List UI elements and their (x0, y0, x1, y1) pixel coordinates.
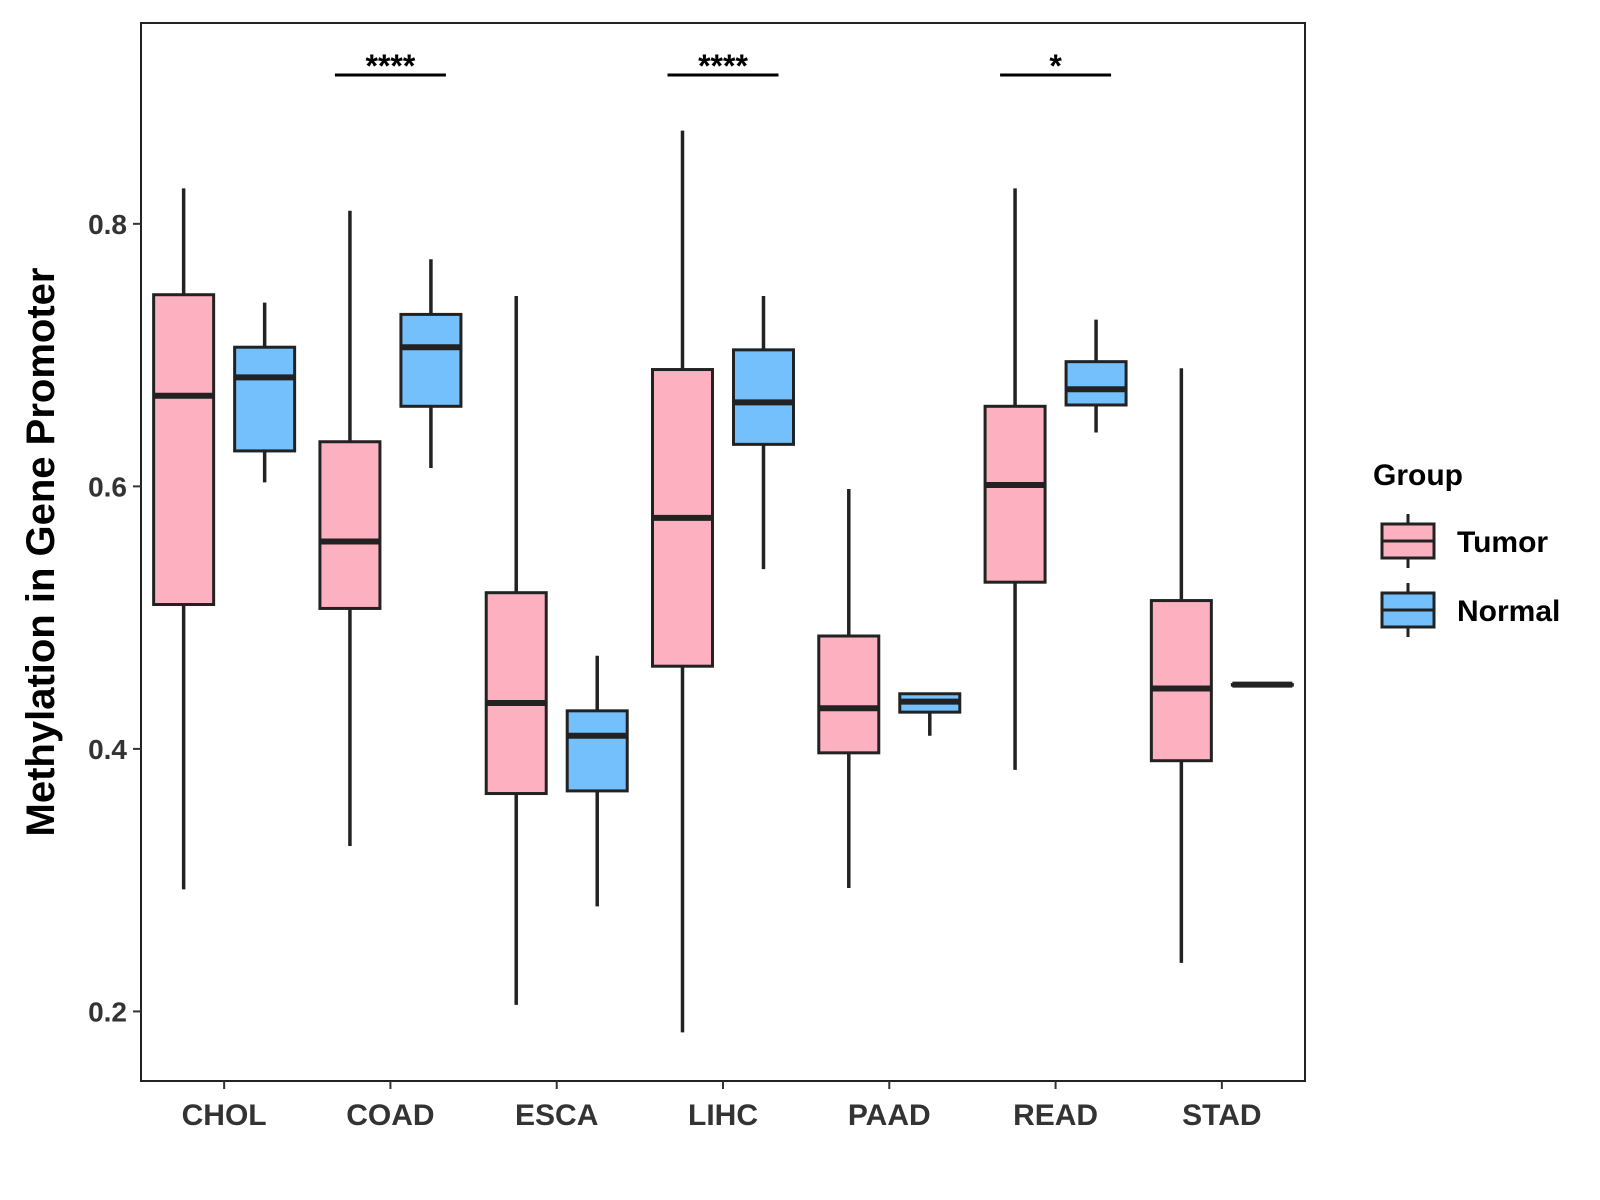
iqr-box-lihc-normal (732, 348, 795, 446)
x-tick-label-chol: CHOL (182, 1099, 267, 1132)
significance-coad: **** (334, 48, 446, 84)
box-paad-tumor (817, 488, 881, 889)
significance-label: * (1049, 48, 1062, 84)
x-axis: CHOL COAD ESCA LIHC PAAD READ STAD (182, 1081, 1262, 1132)
box-stad-tumor (1149, 368, 1213, 963)
significance-lihc: **** (667, 48, 779, 84)
iqr-box-read-tumor (983, 404, 1047, 584)
x-tick-label-esca: ESCA (515, 1099, 598, 1132)
iqr-box-stad-tumor (1149, 599, 1213, 763)
box-paad-normal (898, 692, 962, 736)
box-read-normal (1064, 319, 1128, 433)
legend: Group Tumor Normal (1373, 459, 1560, 637)
iqr-box-coad-normal (399, 312, 463, 408)
legend-label-normal: Normal (1457, 595, 1560, 628)
x-tick-label-paad: PAAD (848, 1099, 931, 1132)
legend-item-normal: Normal (1380, 583, 1560, 637)
significance-label: **** (366, 48, 416, 84)
significance-read: * (1000, 48, 1112, 84)
box-coad-tumor (318, 210, 382, 847)
box-lihc-tumor (651, 130, 714, 1033)
box-read-tumor (983, 188, 1047, 770)
iqr-box-esca-normal (565, 709, 629, 793)
significance-layer: **** **** * (334, 48, 1112, 84)
iqr-box-chol-tumor (152, 293, 216, 607)
box-esca-normal (565, 655, 629, 907)
y-tick-label: 0.8 (88, 209, 127, 240)
box-lihc-normal (732, 296, 795, 570)
iqr-box-paad-tumor (817, 634, 881, 755)
iqr-box-esca-tumor (484, 591, 548, 796)
box-coad-normal (399, 259, 463, 468)
box-stad-normal (1230, 681, 1294, 688)
y-tick-label: 0.4 (88, 734, 127, 765)
y-tick-label: 0.2 (88, 996, 127, 1027)
boxes-layer (152, 130, 1294, 1033)
x-tick-label-lihc: LIHC (688, 1099, 758, 1132)
y-axis: 0.2 0.4 0.6 0.8 (88, 209, 141, 1027)
box-chol-tumor (152, 188, 216, 890)
x-tick-label-read: READ (1013, 1099, 1098, 1132)
x-tick-label-stad: STAD (1182, 1099, 1261, 1132)
y-axis-title: Methylation in Gene Promoter (19, 268, 63, 837)
x-tick-label-coad: COAD (346, 1099, 434, 1132)
box-esca-tumor (484, 296, 548, 1005)
iqr-box-coad-tumor (318, 440, 382, 610)
legend-title: Group (1373, 459, 1463, 492)
box-chol-normal (233, 302, 297, 483)
y-tick-label: 0.6 (88, 471, 127, 502)
iqr-box-chol-normal (233, 345, 297, 453)
iqr-box-read-normal (1064, 360, 1128, 407)
legend-label-tumor: Tumor (1457, 526, 1548, 559)
legend-item-tumor: Tumor (1380, 514, 1548, 568)
significance-label: **** (698, 48, 748, 84)
